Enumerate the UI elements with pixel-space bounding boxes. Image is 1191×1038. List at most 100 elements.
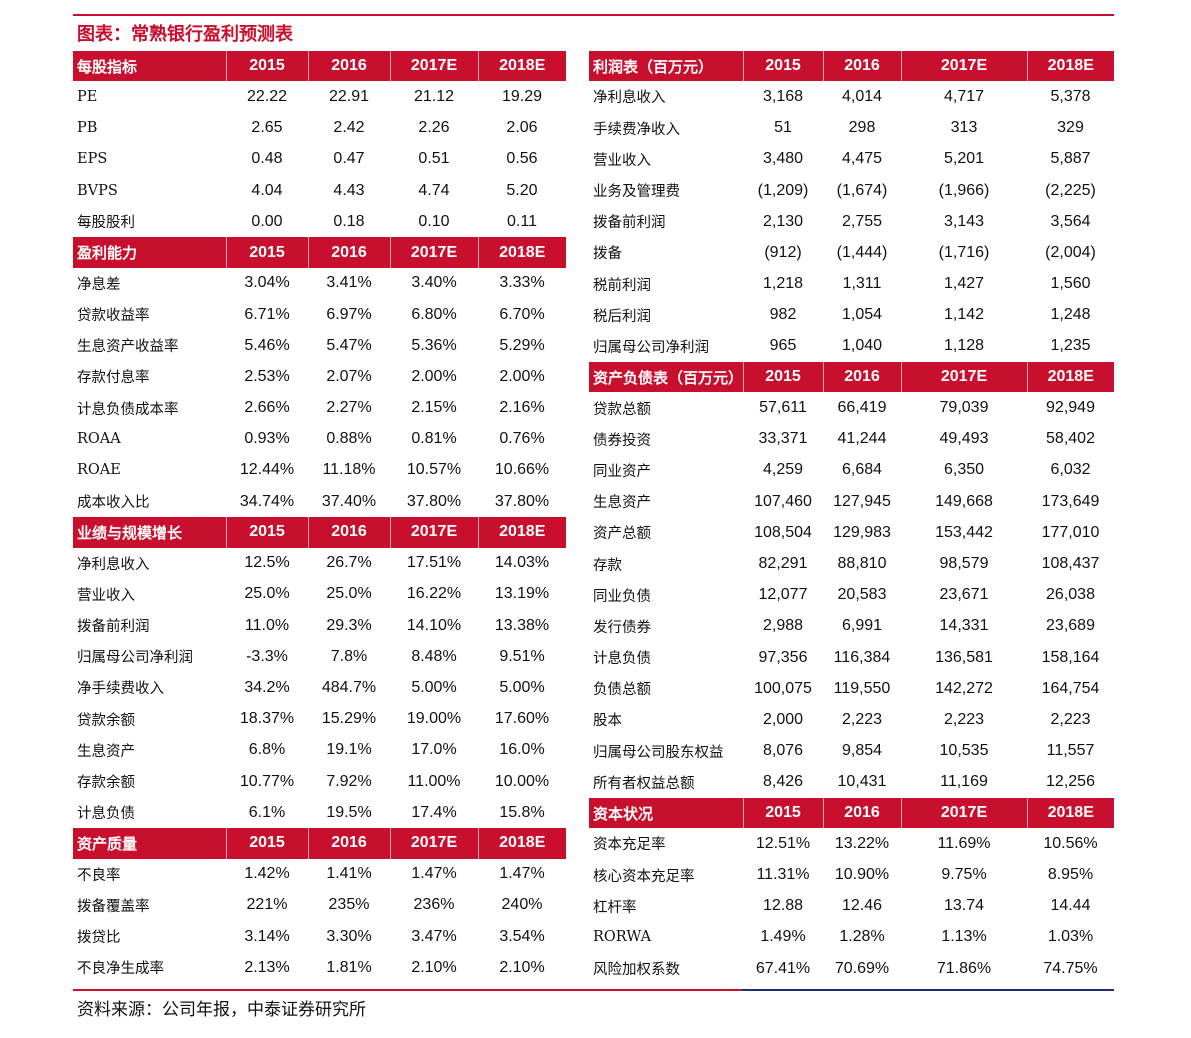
cell-value: 4.04 xyxy=(251,181,283,199)
table-row: 净手续费收入 34.2% 484.7% 5.00% 5.00% xyxy=(73,672,566,703)
year-header: 2018E xyxy=(477,51,566,82)
row-label: 业务及管理费 xyxy=(593,184,680,201)
cell-value: 1.41% xyxy=(326,865,372,883)
bottom-rule-middle xyxy=(566,989,742,991)
cell-value: 14,331 xyxy=(939,617,989,635)
cell-value: 14.44 xyxy=(1050,897,1091,915)
cell-value: 17.60% xyxy=(494,710,550,728)
row-label: 贷款收益率 xyxy=(77,308,150,324)
year-header: 2016 xyxy=(307,828,390,859)
cell-value: 2.65 xyxy=(251,119,283,137)
source-note: 资料来源：公司年报，中泰证券研究所 xyxy=(77,1000,366,1020)
year-header: 2016 xyxy=(822,797,901,829)
cell-value: 11.69% xyxy=(937,834,991,852)
table-row: 归属母公司净利润 965 1,040 1,128 1,235 xyxy=(589,331,1114,362)
row-label: 归属母公司净利润 xyxy=(593,339,709,356)
cell-value: 88,810 xyxy=(837,555,887,572)
cell-value: 1,235 xyxy=(1050,337,1091,355)
cell-value: 34.74% xyxy=(239,492,295,510)
cell-value: 235% xyxy=(328,896,370,914)
year-header: 2015 xyxy=(225,237,308,268)
cell-value: 10.66% xyxy=(494,461,550,479)
cell-value: 1.28% xyxy=(839,928,885,946)
cell-value: 484.7% xyxy=(321,678,377,696)
cell-value: 67.41% xyxy=(755,959,811,977)
cell-value: 3.33% xyxy=(499,274,545,292)
cell-value: 26.7% xyxy=(326,554,372,572)
bottom-rule-left xyxy=(73,989,566,991)
row-label: 计息负债成本率 xyxy=(77,401,179,418)
row-label: 杠杆率 xyxy=(593,899,637,916)
top-rule xyxy=(73,14,1114,16)
cell-value: 13.38% xyxy=(494,616,550,634)
cell-value: 164,754 xyxy=(1041,679,1100,697)
section-header: 资产质量 2015 2016 2017E 2018E xyxy=(73,828,566,859)
cell-value: (1,674) xyxy=(836,181,888,199)
cell-value: 1.42% xyxy=(244,865,290,883)
cell-value: 1,054 xyxy=(841,306,883,324)
row-label: 资产总额 xyxy=(593,526,651,543)
page-title: 图表：常熟银行盈利预测表 xyxy=(77,24,293,45)
bottom-rule-right xyxy=(742,989,1114,991)
year-header: 2018E xyxy=(1026,362,1114,393)
table-row: 同业负债 12,077 20,583 23,671 26,038 xyxy=(589,580,1114,611)
cell-value: 11,557 xyxy=(1046,742,1095,760)
cell-value: 2,000 xyxy=(762,710,804,728)
cell-value: 4,259 xyxy=(762,461,804,479)
table-row: 贷款总额 57,611 66,419 79,039 92,949 xyxy=(589,392,1114,423)
cell-value: 2,223 xyxy=(841,710,883,728)
left-table: 每股指标 2015 2016 2017E 2018E PE 22.22 22.91 21.12 1… xyxy=(73,51,566,983)
cell-value: 2.13% xyxy=(244,958,290,976)
cell-value: 4,475 xyxy=(841,150,883,168)
cell-value: 2.06 xyxy=(506,119,538,137)
table-row: 存款余额 10.77% 7.92% 11.00% 10.00% xyxy=(73,766,566,797)
cell-value: 15.8% xyxy=(499,803,545,821)
cell-value: 116,384 xyxy=(833,648,891,666)
year-header: 2015 xyxy=(225,828,308,859)
cell-value: 13.19% xyxy=(494,585,550,603)
year-header: 2017E xyxy=(900,362,1027,393)
row-label: EPS xyxy=(77,151,108,168)
cell-value: 12.46 xyxy=(841,897,883,915)
row-label: 资本充足率 xyxy=(593,837,666,854)
cell-value: 6,350 xyxy=(943,461,985,479)
cell-value: 10.77% xyxy=(239,772,295,790)
row-label: PE xyxy=(77,88,98,105)
table-row: 存款 82,291 88,810 98,579 108,437 xyxy=(589,548,1114,579)
row-label: 税后利润 xyxy=(593,308,651,325)
table-row: ROAE 12.44% 11.18% 10.57% 10.66% xyxy=(73,455,566,486)
table-row: EPS 0.48 0.47 0.51 0.56 xyxy=(73,144,566,175)
row-label: 股本 xyxy=(593,713,622,730)
table-row: 风险加权系数 67.41% 70.69% 71.86% 74.75% xyxy=(589,953,1114,984)
cell-value: 108,437 xyxy=(1041,555,1100,572)
row-label: 贷款余额 xyxy=(77,712,135,729)
year-header: 2017E xyxy=(389,237,478,268)
cell-value: 97,356 xyxy=(758,648,808,666)
year-header: 2016 xyxy=(307,517,390,548)
cell-value: 2.53% xyxy=(244,367,290,385)
section-title: 资产质量 xyxy=(73,828,226,859)
cell-value: 1.13% xyxy=(941,928,987,946)
row-label: 营业收入 xyxy=(77,587,135,604)
year-header: 2015 xyxy=(742,51,823,82)
section-header: 资本状况 2015 2016 2017E 2018E xyxy=(589,797,1114,829)
table-row: 负债总额 100,075 119,550 142,272 164,754 xyxy=(589,673,1114,704)
table-row: 同业资产 4,259 6,684 6,350 6,032 xyxy=(589,455,1114,486)
row-label: 归属母公司股东权益 xyxy=(593,744,724,761)
table-row: 不良率 1.42% 1.41% 1.47% 1.47% xyxy=(73,859,566,890)
table-row: 手续费净收入 51 298 313 329 xyxy=(589,113,1114,144)
cell-value: 16.0% xyxy=(499,741,545,759)
row-label: 每股股利 xyxy=(77,215,135,232)
cell-value: 3.41% xyxy=(326,274,372,292)
table-row: 生息资产 6.8% 19.1% 17.0% 16.0% xyxy=(73,735,566,766)
cell-value: 1,142 xyxy=(943,306,985,324)
cell-value: 11.31% xyxy=(756,866,810,884)
cell-value: 5.47% xyxy=(326,336,372,354)
cell-value: 9.75% xyxy=(941,866,987,884)
cell-value: 3,168 xyxy=(762,87,804,105)
row-label: 净利息收入 xyxy=(77,556,150,573)
table-row: 营业收入 3,480 4,475 5,201 5,887 xyxy=(589,144,1114,175)
row-label: 拨备前利润 xyxy=(77,619,150,636)
table-row: PE 22.22 22.91 21.12 19.29 xyxy=(73,81,566,112)
cell-value: 12.88 xyxy=(762,897,804,915)
